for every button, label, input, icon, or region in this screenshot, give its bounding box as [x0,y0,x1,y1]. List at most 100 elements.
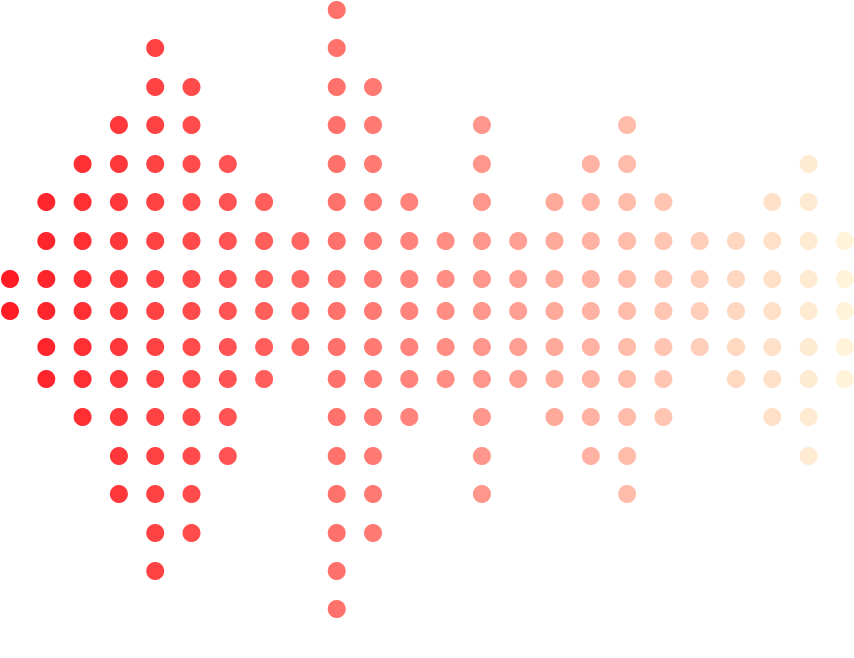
dot [472,116,491,134]
dot [545,270,564,288]
dot [436,338,455,356]
dot [109,447,128,465]
dot [182,232,201,250]
dot [327,193,346,211]
dot-column [182,78,201,542]
dot [182,270,201,288]
dot [255,193,274,211]
dot [109,232,128,250]
dot [618,370,637,388]
dot [763,302,782,320]
dot [327,78,346,96]
dot [509,302,528,320]
dot [146,447,165,465]
dot [327,524,346,542]
dot [618,155,637,173]
dot [109,193,128,211]
dot [799,370,818,388]
dot [291,270,310,288]
dot [182,116,201,134]
dot [690,338,709,356]
dot [146,232,165,250]
dot [327,270,346,288]
dot [763,408,782,426]
dot [327,155,346,173]
dot [727,338,745,356]
dot [182,524,201,542]
dot [364,370,382,388]
dot [291,302,310,320]
dot-column [799,155,818,465]
dot [37,270,56,288]
dot [400,270,419,288]
dot [146,116,165,134]
dot [436,232,455,250]
dot [218,270,237,288]
dot [146,562,165,580]
dot [618,232,637,250]
dot [654,370,673,388]
dot [472,338,491,356]
dot [690,302,709,320]
dot [436,302,455,320]
dot-column [436,232,455,388]
dot [109,116,128,134]
dot [255,338,274,356]
dot [364,116,382,134]
dot [581,408,600,426]
dot [763,270,782,288]
dot [618,485,637,503]
dot [618,270,637,288]
dot [218,408,237,426]
dot [291,232,310,250]
dot [581,370,600,388]
dot [835,302,854,320]
dot [799,447,818,465]
dot [545,338,564,356]
dot [182,78,201,96]
dot [327,447,346,465]
dot [182,485,201,503]
dot-column [763,193,782,426]
dot [400,193,419,211]
dot [109,370,128,388]
dot [581,232,600,250]
dot [146,78,165,96]
dot [146,155,165,173]
dot-column [835,232,854,388]
dot [835,370,854,388]
dot-column [255,193,274,388]
dot-column [654,193,673,426]
dot [690,232,709,250]
dot-column [545,193,564,426]
dot [109,270,128,288]
dot [364,78,382,96]
dot [618,408,637,426]
dot [327,338,346,356]
dot [255,370,274,388]
dot [799,408,818,426]
dot [146,408,165,426]
dot [509,338,528,356]
dot [364,408,382,426]
dot [364,302,382,320]
dot [364,232,382,250]
dot [364,447,382,465]
dot [436,370,455,388]
dot [364,485,382,503]
dot [400,232,419,250]
dot [654,408,673,426]
dot [146,338,165,356]
dot [472,193,491,211]
dot [1,302,19,320]
dot [472,232,491,250]
dot [327,562,346,580]
dot [472,408,491,426]
dot-column [291,232,310,356]
dot [327,116,346,134]
dot [799,155,818,173]
dot [218,447,237,465]
dot [218,302,237,320]
dot [545,408,564,426]
dot [327,39,346,57]
